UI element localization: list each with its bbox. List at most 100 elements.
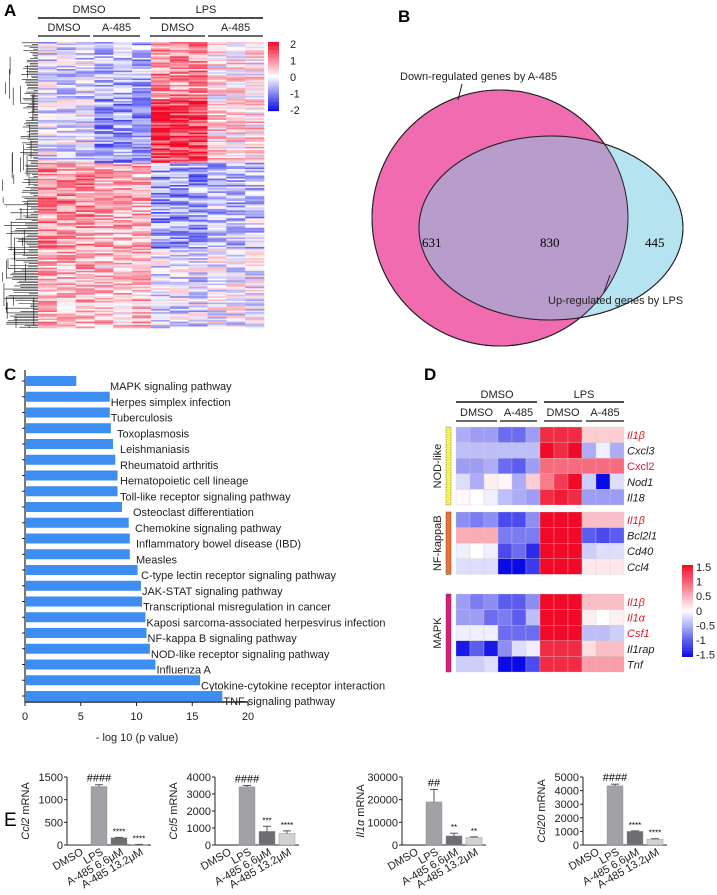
heatmap-cell [169,251,189,254]
heatmap-cell [245,231,265,233]
heatmap-cell [113,218,133,221]
heatmap-cell [553,511,569,528]
heatmap-cell [169,177,189,179]
heatmap-cell [188,266,208,268]
heatmap-cell [226,196,246,199]
heatmap-cell [56,142,76,144]
colorbar-step [268,81,279,83]
heatmap-cell [56,191,76,194]
heatmap-cell [245,156,265,159]
heatmap-cell [38,285,58,287]
heatmap-cell [113,285,133,287]
heatmap-cell [151,127,171,130]
heatmap-cell [469,609,485,626]
heatmap-cell [151,307,171,310]
heatmap-cell [75,78,95,81]
heatmap-cell [56,251,76,254]
heatmap-cell [511,489,527,506]
heatmap-cell [169,186,189,189]
heatmap-cell [94,61,114,63]
heatmap-cell [75,111,95,114]
heatmap-cell [56,67,76,70]
heatmap-cell [113,97,133,100]
heatmap-cell [207,296,227,299]
heatmap-cell [226,205,246,208]
heatmap-cell [188,43,208,46]
heatmap-cell [132,178,152,181]
heatmap-cell [113,113,133,116]
heatmap-cell [188,42,208,44]
heatmap-cell [188,315,208,318]
heatmap-cell [113,146,133,149]
heatmap-cell [226,140,246,143]
heatmap-cell [169,180,189,183]
heatmap-cell [94,297,114,300]
heatmap-cell [169,183,189,186]
heatmap-cell [38,221,58,224]
heatmap-cell [169,262,189,265]
heatmap-cell [151,320,171,322]
pathway-label: Leishmaniasis [120,444,190,456]
heatmap-cell [151,45,171,48]
heatmap-cell [94,119,114,122]
heatmap-cell [38,107,58,110]
heatmap-cell [75,224,95,227]
heatmap-cell [113,288,133,291]
colorbar-step [268,76,279,78]
colorbar-step [682,601,693,604]
significance-marker: #### [235,774,260,786]
heatmap-cell [207,289,227,292]
heatmap-cell [169,212,189,214]
heatmap-cell [75,42,95,44]
heatmap-cell [75,297,95,300]
colorbar-step [682,621,693,624]
heatmap-cell [94,266,114,268]
heatmap-cell [151,103,171,106]
heatmap-cell [38,237,58,240]
heatmap-cell [226,170,246,173]
heatmap-cell [188,107,208,110]
colorbar-step [268,98,279,100]
heatmap-cell [75,259,95,262]
heatmap-cell [94,157,114,160]
heatmap-cell [188,94,208,97]
heatmap-cell [245,151,265,154]
heatmap-cell [75,51,95,54]
heatmap-cell [151,110,171,113]
heatmap-cell [169,207,189,210]
heatmap-cell [132,96,152,98]
heatmap-cell [207,231,227,233]
heatmap-cell [245,239,265,241]
heatmap-cell [132,291,152,294]
gene-label: Il1rap [627,644,655,656]
heatmap-cell [151,108,171,111]
heatmap-cell [169,310,189,313]
heatmap-cell [94,248,114,251]
heatmap-cell [226,289,246,292]
heatmap-cell [245,59,265,62]
heatmap-cell [188,148,208,151]
heatmap-cell [245,81,265,84]
heatmap-cell [169,286,189,289]
heatmap-cell [94,235,114,238]
y-axis-suffix: mRNA [168,782,180,818]
heatmap-cell [226,107,246,110]
heatmap-cell [226,161,246,164]
heatmap-cell [169,134,189,137]
heatmap-cell [151,237,171,240]
gene-label: Bcl2l1 [627,531,657,543]
heatmap-cell [207,246,227,249]
heatmap-cell [132,180,152,183]
heatmap-cell [539,473,555,490]
heatmap-cell [113,251,133,254]
heatmap-cell [132,283,152,286]
heatmap-cell [113,210,133,213]
heatmap-cell [226,84,246,87]
heatmap-cell [75,223,95,226]
heatmap-cell [169,64,189,67]
heatmap-cell [151,99,171,102]
heatmap-cell [245,185,265,187]
heatmap-cell [226,64,246,67]
heatmap-cell [469,543,485,559]
heatmap-cell [188,126,208,129]
